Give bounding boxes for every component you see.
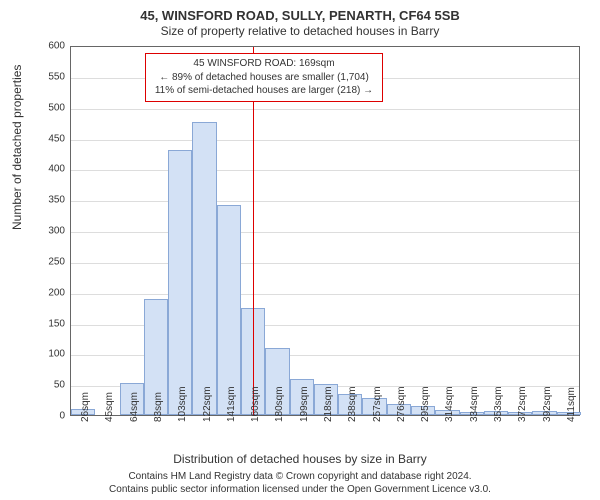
gridline — [71, 201, 579, 202]
x-axis-label: Distribution of detached houses by size … — [0, 452, 600, 466]
annotation-box: 45 WINSFORD ROAD: 169sqm← 89% of detache… — [145, 53, 383, 102]
y-tick-label: 550 — [35, 71, 65, 82]
y-tick-label: 50 — [35, 380, 65, 391]
y-tick-label: 400 — [35, 164, 65, 175]
chart-subtitle: Size of property relative to detached ho… — [0, 24, 600, 38]
copyright-line-2: Contains public sector information licen… — [109, 484, 491, 495]
plot-area: 45 WINSFORD ROAD: 169sqm← 89% of detache… — [70, 46, 580, 416]
annotation-line: 45 WINSFORD ROAD: 169sqm — [152, 57, 376, 71]
copyright-line-1: Contains HM Land Registry data © Crown c… — [128, 471, 471, 482]
y-tick-label: 100 — [35, 349, 65, 360]
y-tick-label: 600 — [35, 41, 65, 52]
copyright-text: Contains HM Land Registry data © Crown c… — [0, 471, 600, 496]
gridline — [71, 232, 579, 233]
gridline — [71, 263, 579, 264]
histogram-bar — [168, 150, 192, 415]
y-tick-label: 0 — [35, 411, 65, 422]
y-tick-label: 300 — [35, 226, 65, 237]
histogram-bar — [192, 122, 216, 415]
y-tick-label: 450 — [35, 133, 65, 144]
gridline — [71, 170, 579, 171]
gridline — [71, 140, 579, 141]
annotation-line: 11% of semi-detached houses are larger (… — [152, 84, 376, 98]
y-axis-label: Number of detached properties — [10, 65, 24, 230]
y-tick-label: 200 — [35, 287, 65, 298]
histogram-bar — [217, 205, 241, 415]
y-tick-label: 150 — [35, 318, 65, 329]
y-tick-label: 350 — [35, 195, 65, 206]
annotation-line: ← 89% of detached houses are smaller (1,… — [152, 71, 376, 85]
y-tick-label: 250 — [35, 256, 65, 267]
y-tick-label: 500 — [35, 102, 65, 113]
gridline — [71, 109, 579, 110]
chart-title-address: 45, WINSFORD ROAD, SULLY, PENARTH, CF64 … — [0, 8, 600, 23]
gridline — [71, 294, 579, 295]
subject-property-marker — [253, 47, 254, 415]
